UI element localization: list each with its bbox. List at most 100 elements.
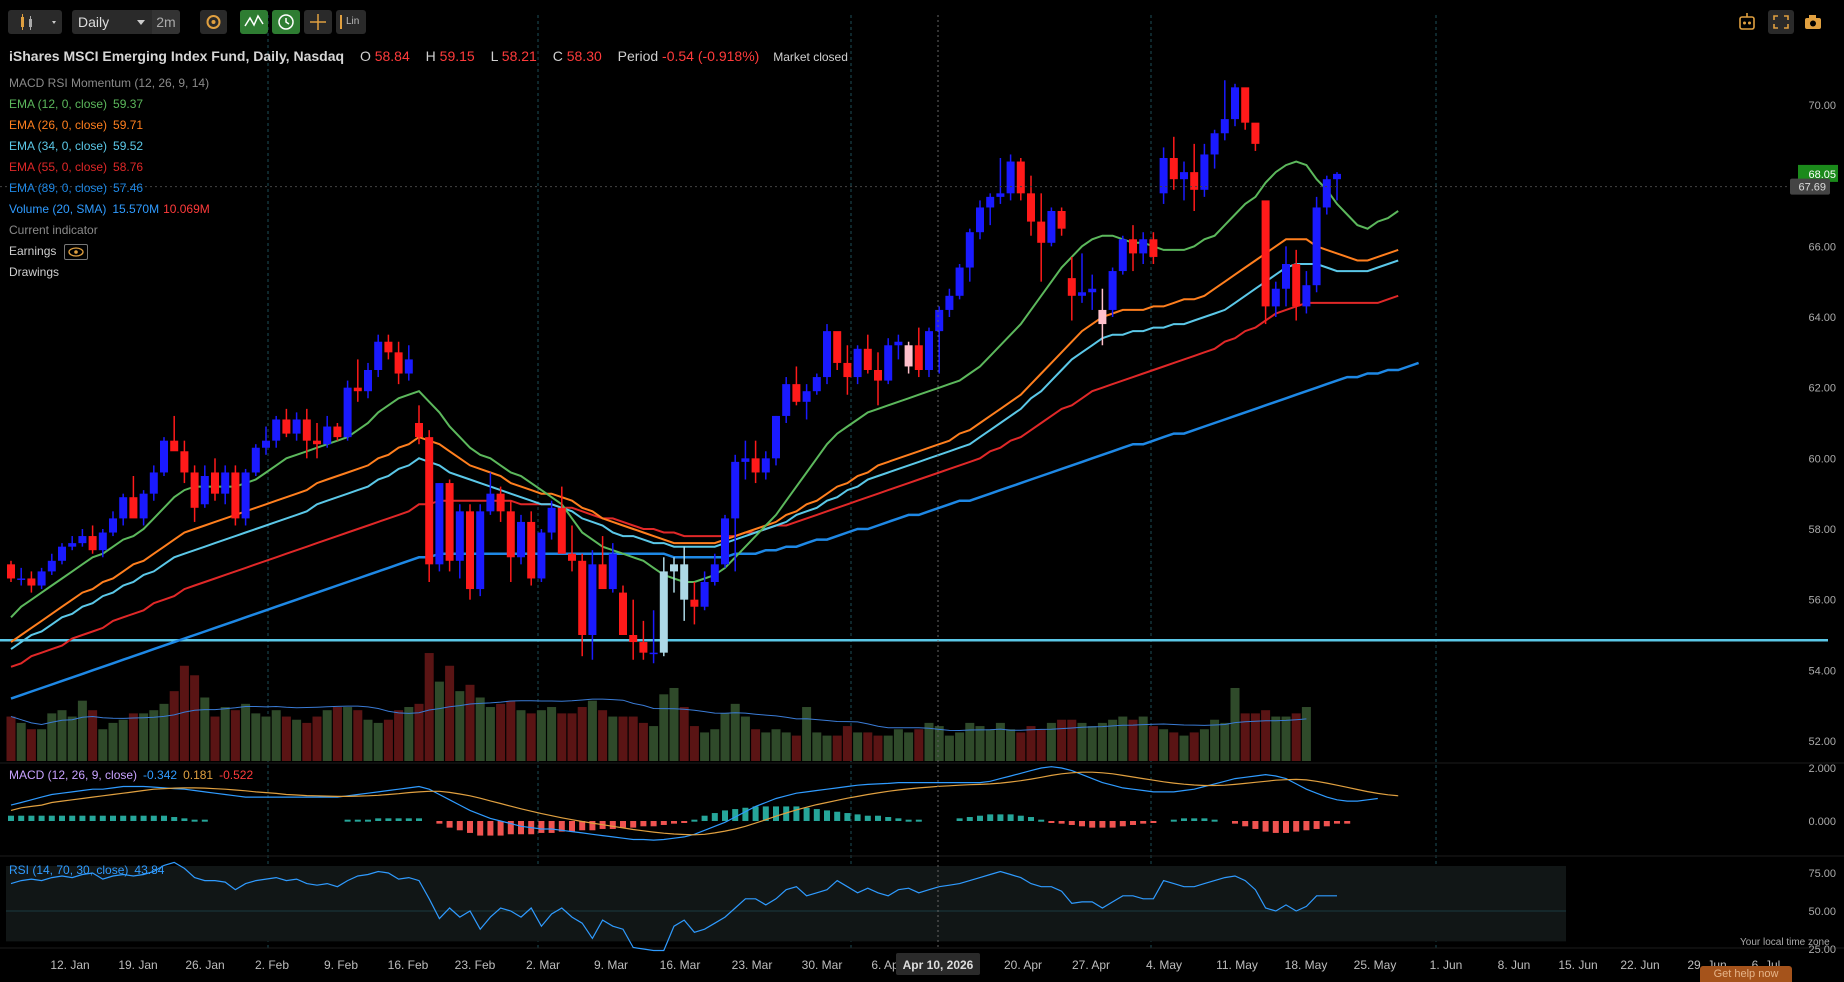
volume-bar bbox=[802, 707, 812, 761]
candlestick-icon bbox=[21, 14, 56, 30]
candle-body bbox=[853, 348, 862, 378]
crosshair-date-box bbox=[896, 953, 980, 975]
study-ema-12[interactable]: EMA (12, 0, close) 59.37 bbox=[9, 97, 144, 111]
candle-body bbox=[221, 472, 230, 494]
macd-histogram-bar bbox=[538, 821, 545, 833]
study-ema-26[interactable]: EMA (26, 0, close) 59.71 bbox=[9, 118, 144, 132]
candle-body bbox=[27, 578, 36, 586]
volume-bar bbox=[689, 726, 699, 761]
candle-body bbox=[996, 193, 1005, 197]
earnings-toggle[interactable]: Earnings bbox=[9, 241, 210, 262]
study-ema-55[interactable]: EMA (55, 0, close) 58.76 bbox=[9, 160, 144, 174]
macd-histogram-bar bbox=[609, 821, 616, 829]
candle-body bbox=[904, 345, 913, 367]
macd-histogram-bar bbox=[28, 815, 35, 821]
time-axis-label: 20. Apr bbox=[1004, 958, 1042, 972]
period-label: Period bbox=[617, 48, 659, 64]
macd-value: -0.342 bbox=[143, 768, 178, 782]
fullscreen-button[interactable] bbox=[1768, 10, 1794, 34]
macd-histogram-bar bbox=[150, 815, 157, 821]
volume-bar bbox=[241, 703, 251, 761]
help-button[interactable]: Get help now bbox=[1700, 966, 1792, 982]
macd-histogram-bar bbox=[130, 815, 137, 821]
candle-body bbox=[506, 511, 515, 558]
candle-body bbox=[914, 345, 923, 370]
macd-histogram-bar bbox=[834, 811, 841, 821]
macd-histogram-bar bbox=[518, 821, 524, 835]
candle-body bbox=[425, 437, 434, 565]
macd-histogram-bar bbox=[732, 809, 739, 821]
study-ema-34[interactable]: EMA (34, 0, close) 59.52 bbox=[9, 139, 144, 153]
current-indicator[interactable]: Current indicator bbox=[9, 223, 98, 237]
candle-body bbox=[568, 553, 576, 561]
candle-body bbox=[823, 331, 831, 378]
candle-body bbox=[109, 518, 117, 533]
candle-body bbox=[1333, 173, 1341, 180]
volume-bar bbox=[1026, 726, 1036, 761]
rsi-legend: RSI (14, 70, 30, close) 43.84 bbox=[9, 860, 164, 881]
robot-icon bbox=[1739, 13, 1755, 30]
study-volume[interactable]: Volume (20, SMA) 15.570M 10.069M bbox=[9, 202, 210, 216]
chart-style-button[interactable] bbox=[8, 10, 62, 34]
candle-body bbox=[466, 511, 474, 590]
macd-histogram-bar bbox=[140, 815, 147, 821]
timeframe-dropdown[interactable]: Daily 2m bbox=[72, 10, 180, 34]
macd-histogram-bar bbox=[803, 807, 810, 821]
macd-histogram-bar bbox=[69, 815, 76, 821]
studies-button[interactable] bbox=[240, 10, 268, 34]
candle-body bbox=[292, 419, 301, 434]
macd-histogram-bar bbox=[620, 821, 626, 828]
volume-bar bbox=[985, 729, 995, 761]
candle-body bbox=[139, 493, 148, 519]
macd-histogram-bar bbox=[691, 819, 698, 822]
volume-bar bbox=[1118, 716, 1128, 761]
candle-body bbox=[1108, 271, 1117, 310]
time-button[interactable] bbox=[272, 10, 300, 34]
lin-scale-button[interactable]: Lin bbox=[336, 10, 366, 34]
volume-bar bbox=[1291, 713, 1301, 761]
timezone-label[interactable]: Your local time zone bbox=[1740, 937, 1830, 948]
volume-bar bbox=[720, 713, 730, 761]
candle-body bbox=[1006, 161, 1015, 194]
volume-bar bbox=[455, 691, 465, 761]
study-ema-89[interactable]: EMA (89, 0, close) 57.46 bbox=[9, 181, 144, 195]
candle-body bbox=[639, 642, 648, 653]
volume-bar bbox=[1036, 729, 1046, 761]
volume-bar bbox=[853, 732, 863, 761]
drawings-item[interactable]: Drawings bbox=[9, 265, 60, 279]
volume-bar bbox=[1067, 719, 1077, 761]
macd-histogram-bar bbox=[1201, 818, 1208, 821]
volume-bar bbox=[812, 732, 822, 761]
candle-body bbox=[1118, 239, 1127, 272]
symbol-title: iShares MSCI Emerging Index Fund, Daily,… bbox=[9, 48, 345, 64]
eye-icon[interactable] bbox=[63, 243, 88, 260]
macd-histogram-bar bbox=[477, 821, 484, 836]
candle-body bbox=[282, 419, 291, 434]
volume-bar bbox=[47, 713, 57, 761]
volume-bar bbox=[414, 703, 424, 761]
range-value[interactable]: 2m bbox=[152, 10, 180, 34]
candle-body bbox=[119, 497, 128, 519]
volume-bar bbox=[608, 716, 618, 761]
macd-histogram-bar bbox=[1252, 821, 1259, 829]
candle-body bbox=[170, 440, 179, 452]
camera-button[interactable] bbox=[1800, 10, 1826, 34]
price-axis-label: 64.00 bbox=[1808, 312, 1836, 324]
macd-histogram-bar bbox=[446, 821, 453, 828]
crosshair-button[interactable] bbox=[304, 10, 332, 34]
price-axis-label: 62.00 bbox=[1808, 383, 1836, 395]
symbol-header: iShares MSCI Emerging Index Fund, Daily,… bbox=[9, 45, 848, 68]
volume-bar bbox=[669, 687, 679, 761]
open-value: 58.84 bbox=[374, 48, 410, 64]
robot-button[interactable] bbox=[1734, 10, 1760, 34]
volume-bar bbox=[108, 722, 118, 761]
time-axis-label: 4. May bbox=[1146, 958, 1182, 972]
axes: 12. Jan 19. Jan 26. Jan 2. Feb 9. Feb 16. Feb… bbox=[50, 100, 1836, 972]
volume-bar bbox=[465, 684, 475, 761]
volume-bar bbox=[628, 716, 638, 761]
study-macd-rsi[interactable]: MACD RSI Momentum (12, 26, 9, 14) bbox=[9, 76, 210, 90]
time-axis-label: 11. May bbox=[1216, 958, 1258, 972]
settings-button[interactable] bbox=[200, 10, 227, 34]
time-axis-label: 9. Mar bbox=[594, 958, 628, 972]
